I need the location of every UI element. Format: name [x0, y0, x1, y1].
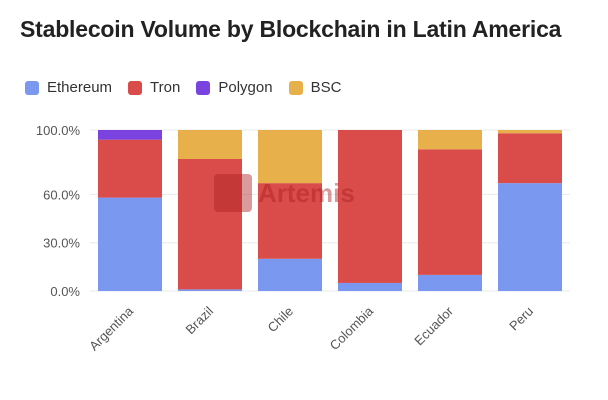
artemis-watermark: Artemis [214, 174, 355, 212]
legend-label: Ethereum [47, 79, 113, 96]
legend-label: BSC [310, 79, 342, 96]
bar-segment-bsc [178, 130, 242, 159]
legend-swatch [128, 80, 143, 95]
legend-swatch [288, 80, 303, 95]
x-tick-label: Colombia [327, 303, 377, 353]
legend-swatch [25, 80, 39, 95]
bar-segment-bsc [258, 130, 322, 184]
legend-item-bsc[interactable]: BSC [288, 79, 342, 96]
x-tick-label: Brazil [183, 303, 217, 337]
legend-item-ethereum[interactable]: Ethereum [25, 79, 112, 96]
bar-segment-tron [338, 130, 402, 283]
legend: Ethereum Tron Polygon BSC [25, 79, 341, 96]
bar-segment-ethereum [258, 258, 322, 291]
y-tick-label: 60.0% [43, 187, 80, 202]
legend-label: Polygon [218, 79, 273, 96]
watermark-text: Artemis [258, 177, 355, 208]
legend-item-tron[interactable]: Tron [128, 79, 180, 96]
bar-segment-bsc [418, 130, 482, 150]
y-tick-label: 30.0% [43, 236, 80, 251]
bar-segment-tron [258, 183, 322, 259]
chart-title: Stablecoin Volume by Blockchain in Latin… [20, 16, 562, 42]
bar-segment-ethereum [98, 197, 162, 291]
bar-segment-ethereum [498, 183, 562, 291]
bar-segment-ethereum [418, 274, 482, 291]
bar-segment-tron [98, 139, 162, 198]
x-tick-label: Peru [506, 304, 536, 334]
bar-segment-tron [498, 133, 562, 184]
bar-segment-ethereum [338, 282, 402, 291]
bar-segment-polygon [98, 130, 162, 140]
legend-label: Tron [150, 79, 181, 96]
y-tick-label: 0.0% [50, 284, 80, 299]
x-tick-label: Argentina [86, 303, 137, 354]
bar-segment-tron [178, 158, 242, 290]
x-tick-label: Ecuador [411, 303, 456, 348]
bar-segment-ethereum [178, 289, 242, 291]
y-tick-label: 100.0% [36, 123, 81, 138]
bar-segment-tron [418, 149, 482, 275]
bar-segment-bsc [498, 130, 562, 134]
x-tick-label: Chile [265, 304, 297, 336]
legend-item-polygon[interactable]: Polygon [196, 79, 273, 96]
artemis-logo-icon [214, 174, 252, 212]
legend-swatch [196, 80, 211, 95]
